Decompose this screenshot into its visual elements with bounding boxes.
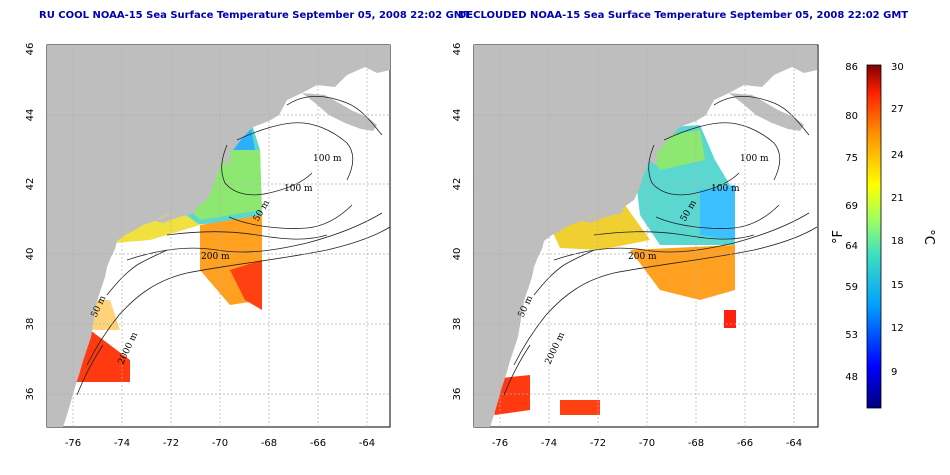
left-y-axis: 36 38 40 42 44 46 <box>25 43 36 401</box>
right-x-axis: -76 -74 -72 -70 -68 -66 -64 <box>492 438 802 449</box>
right-contour-label-200m: 200 m <box>628 252 657 262</box>
colorbar-celsius-unit: °C <box>921 229 936 245</box>
colorbar-celsius-ticks: 30 27 24 21 18 15 12 9 <box>891 62 904 378</box>
left-y-tick: 36 <box>25 388 36 401</box>
right-sst-field <box>482 125 736 415</box>
left-x-tick: -74 <box>114 438 130 449</box>
right-grid <box>474 45 818 427</box>
colorbar-c-tick: 9 <box>891 367 897 378</box>
right-x-tick: -74 <box>541 438 557 449</box>
right-x-tick: -68 <box>688 438 704 449</box>
left-x-tick: -76 <box>65 438 81 449</box>
right-x-tick: -72 <box>590 438 606 449</box>
left-x-tick: -66 <box>310 438 326 449</box>
left-x-tick: -68 <box>261 438 277 449</box>
right-y-tick: 42 <box>452 178 463 191</box>
left-y-tick: 40 <box>25 248 36 261</box>
left-y-tick: 42 <box>25 178 36 191</box>
right-y-tick: 40 <box>452 248 463 261</box>
colorbar-c-tick: 27 <box>891 104 904 115</box>
colorbar-c-tick: 12 <box>891 323 904 334</box>
left-x-tick: -64 <box>359 438 375 449</box>
left-x-tick: -72 <box>163 438 179 449</box>
left-grid <box>47 45 390 427</box>
left-y-tick: 46 <box>25 43 36 56</box>
colorbar-f-tick: 64 <box>845 241 858 252</box>
right-map-title: DECLOUDED NOAA-15 Sea Surface Temperatur… <box>458 10 909 21</box>
left-y-tick: 38 <box>25 318 36 331</box>
left-map-panel: 100 m 100 m 50 m 200 m 50 m 2000 m -76 -… <box>25 43 391 449</box>
colorbar-f-tick: 59 <box>845 282 858 293</box>
colorbar-f-tick: 69 <box>845 201 858 212</box>
left-contour-label-100m-a: 100 m <box>313 154 342 164</box>
right-map-panel: 100 m 100 m 50 m 200 m 50 m 2000 m -76 -… <box>452 43 819 449</box>
right-y-tick: 44 <box>452 109 463 122</box>
left-y-tick: 44 <box>25 109 36 122</box>
colorbar-c-tick: 30 <box>891 62 904 73</box>
left-x-tick: -70 <box>212 438 228 449</box>
left-contour-label-100m-b: 100 m <box>284 184 313 194</box>
right-x-tick: -64 <box>786 438 802 449</box>
colorbar-f-tick: 80 <box>845 111 858 122</box>
colorbar-c-tick: 21 <box>891 193 904 204</box>
right-y-tick: 36 <box>452 388 463 401</box>
colorbar-fahrenheit-unit: °F <box>831 230 846 244</box>
right-x-tick: -66 <box>737 438 753 449</box>
colorbar-c-tick: 18 <box>891 236 904 247</box>
right-contour-label-100m-a: 100 m <box>740 154 769 164</box>
right-x-tick: -76 <box>492 438 508 449</box>
colorbar-c-tick: 15 <box>891 280 904 291</box>
right-y-axis: 36 38 40 42 44 46 <box>452 43 463 401</box>
right-x-tick: -70 <box>639 438 655 449</box>
left-map-title: RU COOL NOAA-15 Sea Surface Temperature … <box>39 10 471 21</box>
left-x-axis: -76 -74 -72 -70 -68 -66 -64 <box>65 438 375 449</box>
right-y-tick: 46 <box>452 43 463 56</box>
colorbar-f-tick: 48 <box>845 372 858 383</box>
left-contour-label-200m: 200 m <box>201 252 230 262</box>
colorbar-f-tick: 53 <box>845 330 858 341</box>
colorbar-c-tick: 24 <box>891 150 904 161</box>
right-y-tick: 38 <box>452 318 463 331</box>
right-contour-label-100m-b: 100 m <box>711 184 740 194</box>
colorbar: 86 80 75 69 64 59 53 48 30 27 24 21 18 1… <box>831 62 936 409</box>
colorbar-gradient <box>866 64 882 409</box>
colorbar-fahrenheit-ticks: 86 80 75 69 64 59 53 48 <box>845 62 858 383</box>
colorbar-f-tick: 86 <box>845 62 858 73</box>
colorbar-f-tick: 75 <box>845 153 858 164</box>
